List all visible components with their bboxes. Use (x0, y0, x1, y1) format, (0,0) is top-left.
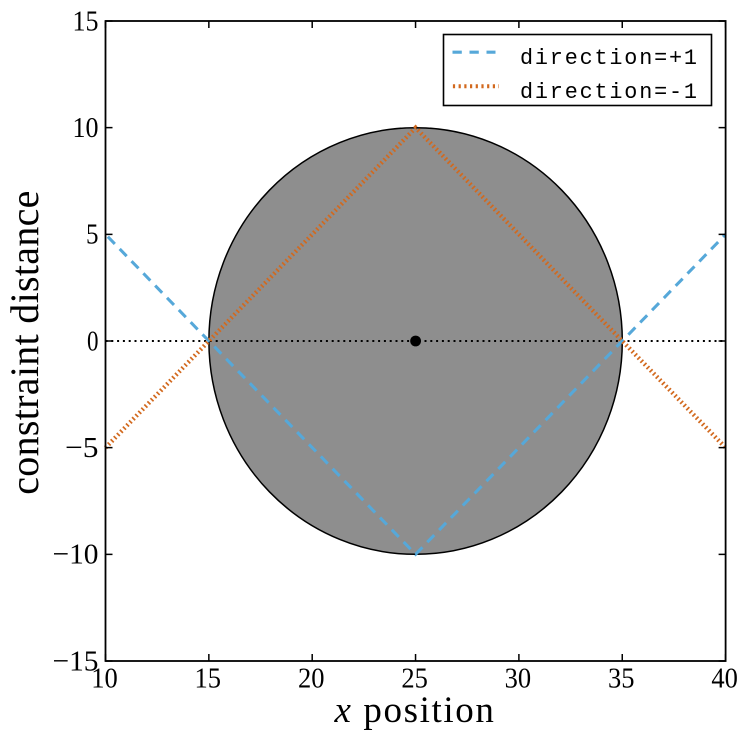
svg-text:35: 35 (608, 663, 635, 695)
svg-text:constraint distance: constraint distance (2, 190, 47, 495)
svg-text:direction=-1: direction=-1 (520, 80, 697, 105)
svg-text:10: 10 (91, 663, 118, 695)
svg-text:25: 25 (401, 663, 428, 695)
svg-text:0: 0 (87, 325, 99, 357)
svg-text:−5: −5 (65, 432, 99, 464)
svg-text:10: 10 (73, 112, 99, 144)
svg-text:30: 30 (505, 663, 532, 695)
svg-text:−10: −10 (53, 539, 99, 571)
svg-text:direction=+1: direction=+1 (520, 46, 697, 71)
svg-text:15: 15 (73, 5, 99, 37)
svg-text:5: 5 (86, 219, 99, 251)
svg-text:15: 15 (195, 663, 222, 695)
svg-text:20: 20 (298, 663, 325, 695)
svg-text:−15: −15 (53, 645, 99, 677)
svg-text:x position: x position (334, 690, 496, 731)
svg-text:40: 40 (711, 663, 738, 695)
